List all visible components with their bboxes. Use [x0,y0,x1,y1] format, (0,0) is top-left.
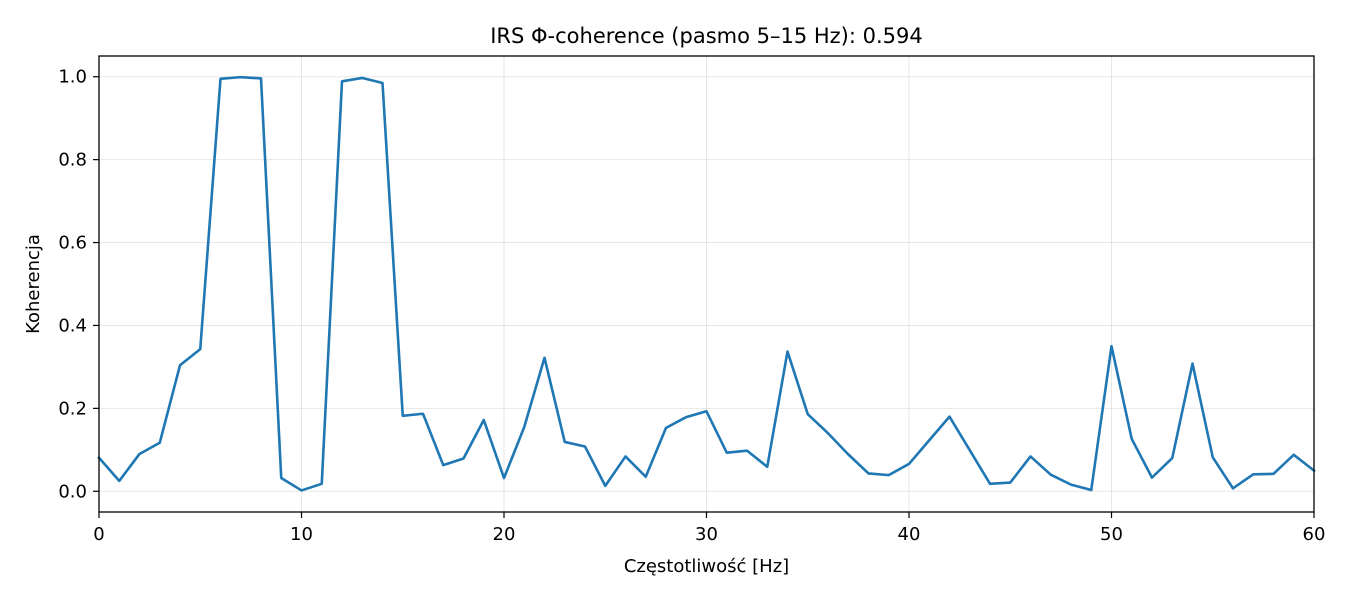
x-tick-label: 60 [1303,524,1326,545]
y-tick-label: 0.2 [58,398,87,419]
x-tick-label: 10 [290,524,313,545]
y-tick-label: 0.6 [58,233,87,254]
chart-title: IRS Φ-coherence (pasmo 5–15 Hz): 0.594 [490,24,923,48]
x-tick-label: 20 [493,524,516,545]
y-tick-label: 1.0 [58,67,87,88]
x-tick-label: 0 [93,524,104,545]
y-tick-label: 0.8 [58,150,87,171]
y-tick-label: 0.0 [58,481,87,502]
x-axis-title: Częstotliwość [Hz] [624,556,789,577]
x-tick-label: 30 [695,524,718,545]
y-axis-title: Koherencja [23,234,44,334]
x-tick-label: 50 [1100,524,1123,545]
y-tick-label: 0.4 [58,315,87,336]
x-tick-label: 40 [898,524,921,545]
